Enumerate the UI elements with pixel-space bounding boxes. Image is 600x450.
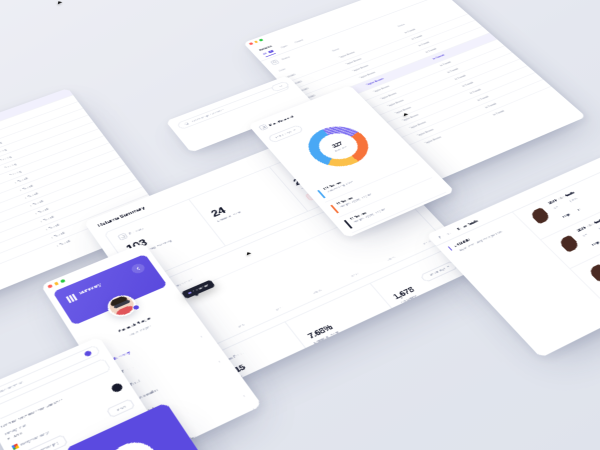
qty-label: Quantity — [567, 196, 579, 203]
tooltip-text: 100 Returns — [192, 283, 210, 293]
sidebar-item-label: Summary — [112, 350, 131, 361]
app-name: Summary — [77, 282, 103, 296]
product-thumbnail — [525, 205, 557, 226]
bottom-stats-group: Orders Details $3,215 Your Savings 7.68%… — [194, 246, 481, 396]
chevron-right-icon: › — [217, 360, 222, 364]
chevron-right-icon: › — [242, 394, 246, 398]
tooltip-dot-icon — [187, 291, 192, 295]
chart-tooltip: 100 Returns — [181, 279, 216, 300]
return-details-panel: Returns › Return Details #4G980 Taylor B… — [425, 153, 600, 358]
avatar-badge-icon — [130, 303, 142, 312]
pointer-cursor-table — [57, 1, 66, 6]
tab-count: 8 — [267, 49, 275, 54]
sidebar-item-label: Returns — [121, 364, 136, 374]
size-value: Large — [561, 212, 572, 219]
chevron-right-icon: › — [251, 407, 256, 412]
cell-type: Exchange — [0, 245, 57, 285]
x-tick: Jan 10 — [274, 305, 285, 313]
chevron-down-icon — [447, 266, 451, 269]
product-thumbnail — [583, 261, 600, 284]
chevron-down-icon — [293, 129, 296, 132]
chevron-down-icon — [383, 196, 387, 199]
hoodie-icon — [528, 207, 553, 225]
chart-bar[interactable] — [215, 278, 219, 280]
stat-period-label: Last 30 Days — [427, 267, 447, 278]
theme-option-label: Dark — [249, 446, 259, 450]
pie-chart-icon — [258, 123, 269, 131]
sidebar-item-label: Automations — [138, 387, 161, 401]
x-tick: Jan 30 — [422, 240, 432, 246]
x-tick: Jan 20 — [350, 272, 360, 279]
status-filter-label: Status — [280, 55, 291, 61]
period-label: Last 30 Days — [274, 130, 293, 139]
app-logo: Summary — [65, 282, 104, 303]
cancel-button[interactable]: Cancel — [105, 398, 136, 419]
search-icon — [184, 121, 190, 125]
x-tick: Jan 5 — [236, 323, 246, 330]
tab-label: Closed — [294, 38, 304, 44]
avatar-hair — [108, 295, 129, 307]
theme-option-dark[interactable]: Dark — [226, 436, 263, 450]
image-icon — [11, 443, 20, 450]
chart-period-label: Last 30 Days — [365, 197, 383, 206]
chart-bar[interactable] — [287, 246, 292, 249]
return-details-body: #4G980 Taylor Brown • 4dsjcmsn@gmail.com… — [436, 164, 600, 338]
tab-label: All — [262, 52, 268, 56]
x-tick: Jan 15 — [312, 288, 323, 295]
filter-icon — [269, 59, 280, 66]
x-tick: Jan 25 — [386, 255, 397, 262]
hoodie-icon — [556, 234, 582, 253]
breadcrumb-separator-icon: › — [452, 229, 456, 233]
size-value: Large — [590, 240, 600, 247]
chart-bar[interactable] — [323, 231, 327, 234]
size-label: Size — [581, 232, 589, 238]
chart-bar[interactable] — [251, 262, 256, 264]
chevron-right-icon: › — [199, 335, 203, 339]
command-search-placeholder: Search or type a command — [191, 108, 225, 123]
size-label: Size — [552, 205, 560, 210]
hoodie-icon — [586, 263, 600, 282]
tab-label: Open — [280, 44, 289, 49]
avatar-glasses — [112, 299, 131, 310]
qty-value: 12 — [576, 207, 582, 212]
product-thumbnail — [553, 233, 585, 255]
